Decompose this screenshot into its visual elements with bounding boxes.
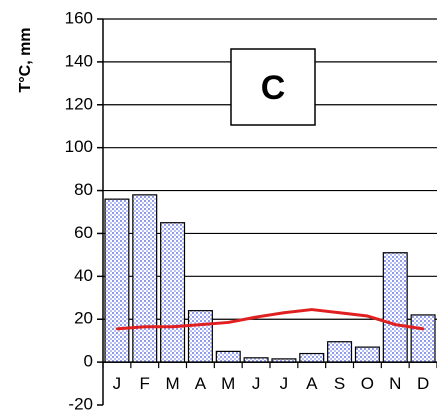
temperature-point	[143, 325, 146, 328]
x-tick-label: J	[113, 374, 122, 393]
x-tick-label: D	[417, 374, 429, 393]
temperature-point	[310, 308, 313, 311]
gridlines	[103, 18, 437, 363]
temperature-series-line	[116, 308, 424, 331]
temperature-line	[115, 308, 425, 331]
annotation-box	[230, 48, 316, 126]
y-axis-label: T°C, mm	[17, 27, 34, 92]
chart-annotation: C	[230, 48, 316, 126]
bar	[410, 314, 436, 363]
bar	[104, 198, 130, 363]
x-tick-label: S	[334, 374, 345, 393]
x-tick-label: A	[306, 374, 318, 393]
temperature-point	[171, 325, 174, 328]
temperature-point	[394, 323, 397, 326]
x-tick-label: N	[389, 374, 401, 393]
bar	[187, 310, 213, 363]
bar	[327, 341, 353, 363]
temperature-point	[227, 321, 230, 324]
bar	[354, 346, 380, 363]
bar	[382, 252, 408, 363]
annotation-letter: C	[261, 69, 286, 107]
y-tick-label: 140	[65, 51, 93, 70]
x-tick-label: M	[221, 374, 235, 393]
bar	[215, 350, 241, 363]
x-tick-label: M	[165, 374, 179, 393]
x-tick-label: J	[252, 374, 261, 393]
x-tick-label: O	[361, 374, 374, 393]
temperature-point	[199, 323, 202, 326]
y-tick-labels: -20 0 20 40 60 80 100 120 140 160	[65, 8, 93, 410]
y-tick-label: 120	[65, 94, 93, 113]
temperature-point	[366, 314, 369, 318]
temperature-point	[254, 315, 258, 319]
temperature-point	[338, 311, 341, 314]
precipitation-bars	[104, 194, 436, 363]
bar	[132, 194, 158, 363]
y-tick-label: 20	[74, 309, 93, 328]
x-tick-label: F	[140, 374, 150, 393]
y-tick-label: 100	[65, 137, 93, 156]
bar	[299, 352, 325, 363]
bar	[160, 222, 186, 363]
x-tick-label: J	[280, 374, 289, 393]
y-tick-label: 60	[74, 223, 93, 242]
x-tick-label: A	[195, 374, 207, 393]
temperature-point	[282, 311, 286, 314]
y-tick-label: 80	[74, 180, 93, 199]
y-tick-label: -20	[68, 394, 93, 410]
temperature-point	[421, 327, 425, 331]
y-tick-label: 40	[74, 266, 93, 285]
temperature-point	[115, 327, 119, 331]
axes	[97, 18, 437, 406]
y-tick-label: 160	[65, 8, 93, 27]
y-tick-label: 0	[84, 352, 93, 371]
